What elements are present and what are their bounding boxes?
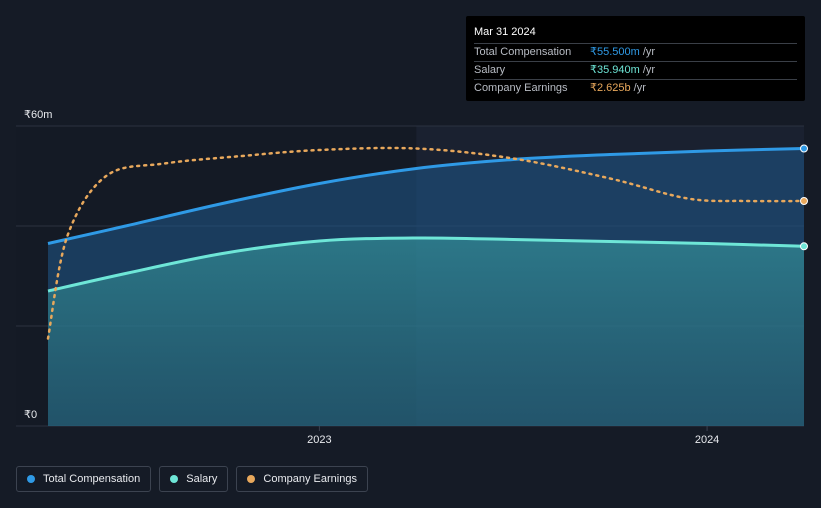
legend-company-earnings[interactable]: Company Earnings (236, 466, 368, 492)
total-compensation-marker (800, 144, 808, 153)
tooltip-label: Total Compensation (474, 46, 572, 58)
x-tick-label-2024: 2024 (695, 434, 719, 446)
salary-area (48, 237, 804, 426)
company-earnings-marker (800, 197, 808, 205)
legend-total-compensation[interactable]: Total Compensation (16, 466, 152, 492)
x-tick-label-2023: 2023 (307, 434, 331, 446)
y-axis-bottom-label: ₹0 (24, 409, 37, 421)
tooltip-row-total-compensation: Total Compensation ₹55.500m /yr (474, 43, 797, 61)
tooltip-unit: /yr (642, 46, 656, 58)
legend-label: Company Earnings (263, 473, 357, 485)
tooltip-value: ₹55.500m (590, 46, 640, 58)
legend-label: Salary (186, 473, 218, 485)
company-earnings-line (46, 146, 806, 340)
tooltip-label: Salary (474, 64, 506, 76)
legend-dot-icon (170, 475, 179, 483)
tooltip-label: Company Earnings (474, 82, 568, 94)
salary-line (47, 236, 805, 293)
tooltip-unit: /yr (642, 64, 656, 76)
tooltip-row-company-earnings: Company Earnings ₹2.625b /yr (474, 79, 797, 97)
tooltip-date: Mar 31 2024 (474, 26, 536, 38)
tooltip-row-salary: Salary ₹35.940m /yr (474, 61, 797, 79)
tooltip-value: ₹35.940m (590, 64, 640, 76)
tooltip-unit: /yr (633, 82, 646, 94)
total-compensation-line (47, 147, 805, 245)
y-axis-top-label: ₹60m (24, 109, 52, 121)
legend-dot-icon (247, 475, 256, 483)
chart-legend: Total Compensation Salary Company Earnin… (16, 466, 368, 492)
tooltip-value: ₹2.625b (590, 82, 631, 94)
legend-salary[interactable]: Salary (159, 466, 229, 492)
hover-tooltip: Mar 31 2024 Total Compensation ₹55.500m … (466, 16, 805, 101)
legend-label: Total Compensation (43, 473, 141, 485)
salary-marker (800, 242, 808, 251)
legend-dot-icon (27, 475, 35, 483)
